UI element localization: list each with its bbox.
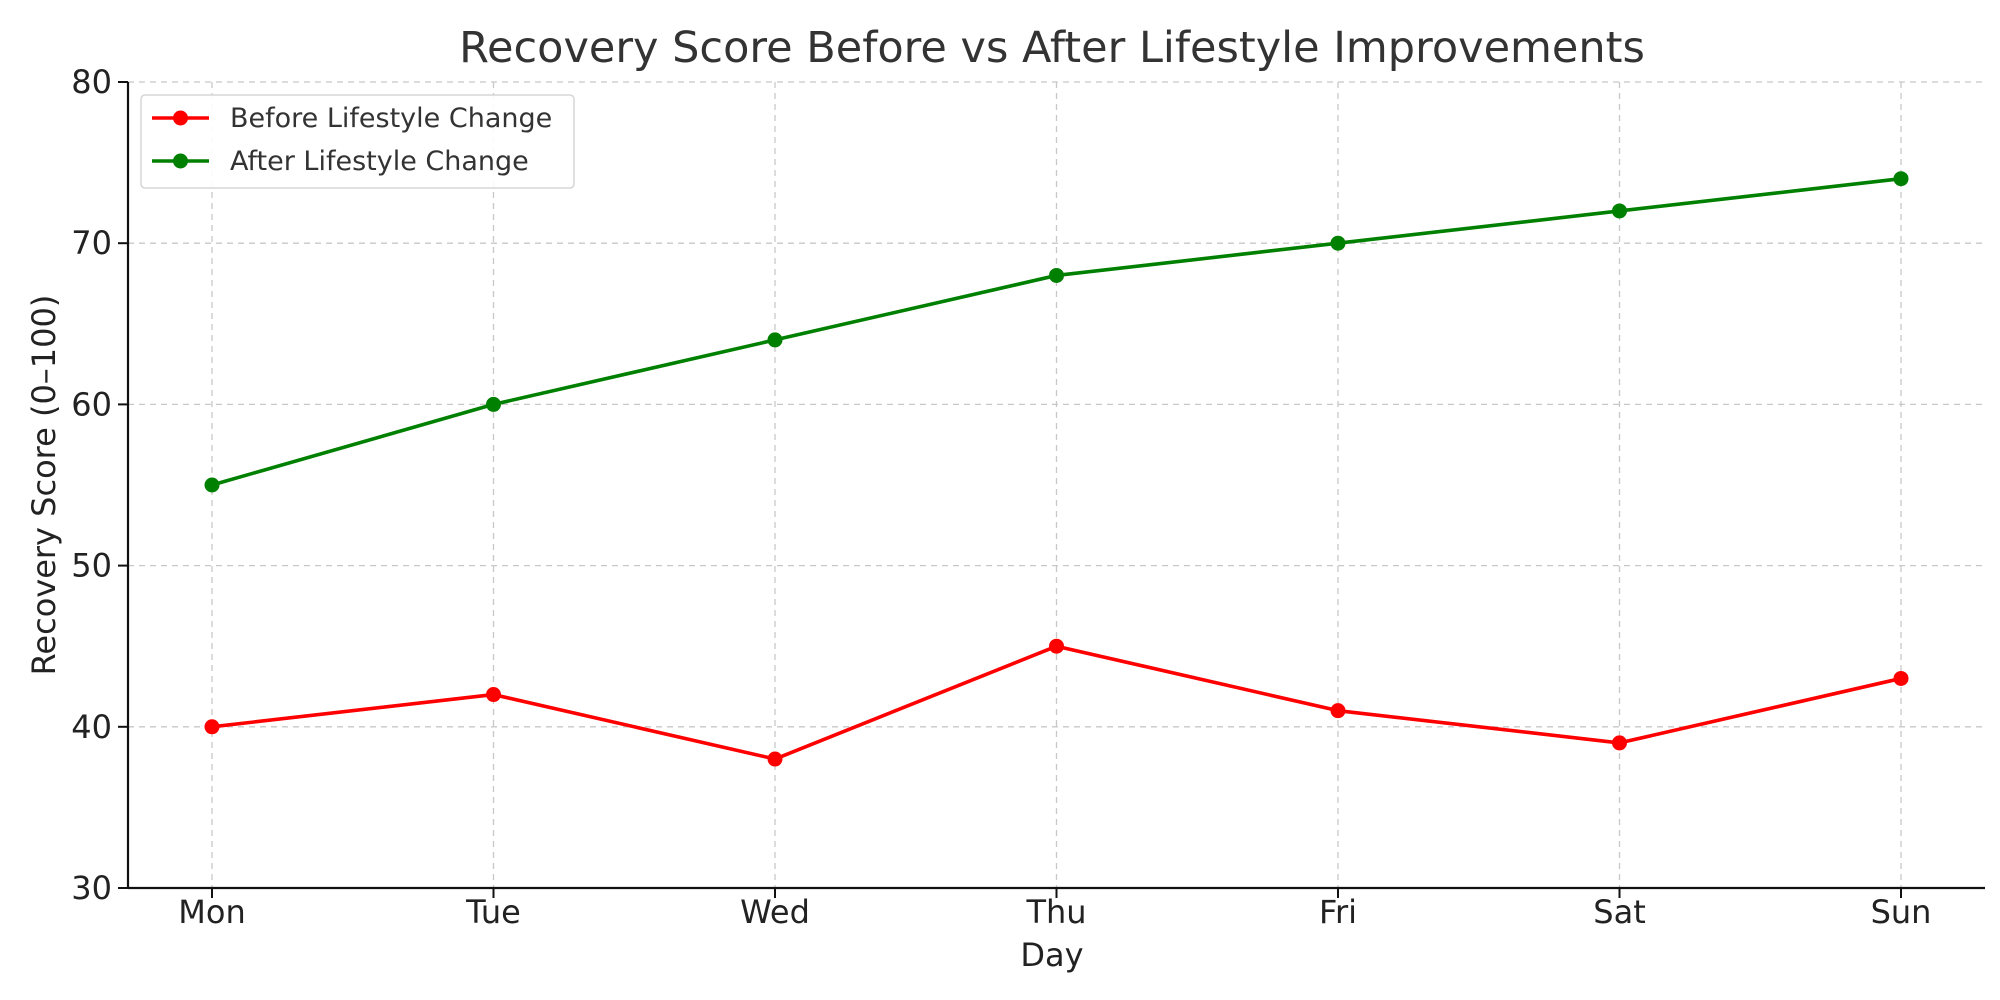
y-axis-ticks: 30 40 50 60 70 80 bbox=[71, 63, 128, 907]
y-tick-label: 30 bbox=[71, 869, 112, 907]
x-tick-label: Thu bbox=[1025, 893, 1086, 931]
data-point-after-lifestyle-change bbox=[1330, 235, 1346, 251]
series-group bbox=[204, 171, 1909, 767]
legend-marker bbox=[173, 110, 188, 126]
x-tick-label: Mon bbox=[178, 893, 245, 931]
legend-label: After Lifestyle Change bbox=[230, 146, 529, 177]
grid-lines bbox=[128, 81, 1985, 888]
data-point-after-lifestyle-change bbox=[1893, 171, 1909, 187]
data-point-before-lifestyle-change bbox=[767, 751, 783, 767]
data-point-before-lifestyle-change bbox=[486, 687, 501, 703]
legend: Before Lifestyle Change After Lifestyle C… bbox=[140, 94, 575, 189]
chart-title: Recovery Score Before vs After Lifestyle… bbox=[459, 23, 1645, 73]
data-point-before-lifestyle-change bbox=[1049, 638, 1064, 654]
data-point-after-lifestyle-change bbox=[1612, 203, 1627, 219]
x-axis-label: Day bbox=[1020, 936, 1083, 974]
x-axis-ticks: Mon Tue Wed Thu Fri Sat Sun bbox=[178, 888, 1931, 931]
data-point-before-lifestyle-change bbox=[1330, 703, 1346, 719]
data-point-after-lifestyle-change bbox=[767, 332, 783, 348]
legend-label: Before Lifestyle Change bbox=[230, 103, 552, 134]
series-before-lifestyle-change bbox=[204, 638, 1909, 767]
x-tick-label: Wed bbox=[740, 893, 810, 931]
legend-box bbox=[140, 94, 575, 189]
x-tick-label: Tue bbox=[465, 893, 521, 931]
y-tick-label: 70 bbox=[71, 224, 112, 262]
data-point-before-lifestyle-change bbox=[1893, 670, 1909, 686]
legend-item-after-lifestyle-change: After Lifestyle Change bbox=[152, 146, 529, 177]
data-point-before-lifestyle-change bbox=[1612, 735, 1627, 751]
y-axis-label: Recovery Score (0–100) bbox=[25, 295, 63, 676]
y-tick-label: 40 bbox=[71, 708, 112, 746]
x-tick-label: Fri bbox=[1319, 893, 1357, 931]
data-point-after-lifestyle-change bbox=[1049, 267, 1064, 283]
series-after-lifestyle-change bbox=[204, 171, 1909, 493]
x-tick-label: Sat bbox=[1593, 893, 1645, 931]
data-point-before-lifestyle-change bbox=[204, 719, 220, 735]
data-point-after-lifestyle-change bbox=[204, 477, 220, 493]
y-tick-label: 50 bbox=[71, 547, 112, 585]
y-tick-label: 80 bbox=[71, 63, 112, 101]
y-tick-label: 60 bbox=[71, 385, 112, 423]
data-point-after-lifestyle-change bbox=[486, 396, 501, 412]
x-tick-label: Sun bbox=[1871, 893, 1932, 931]
legend-marker bbox=[173, 153, 188, 169]
legend-item-before-lifestyle-change: Before Lifestyle Change bbox=[152, 103, 552, 134]
